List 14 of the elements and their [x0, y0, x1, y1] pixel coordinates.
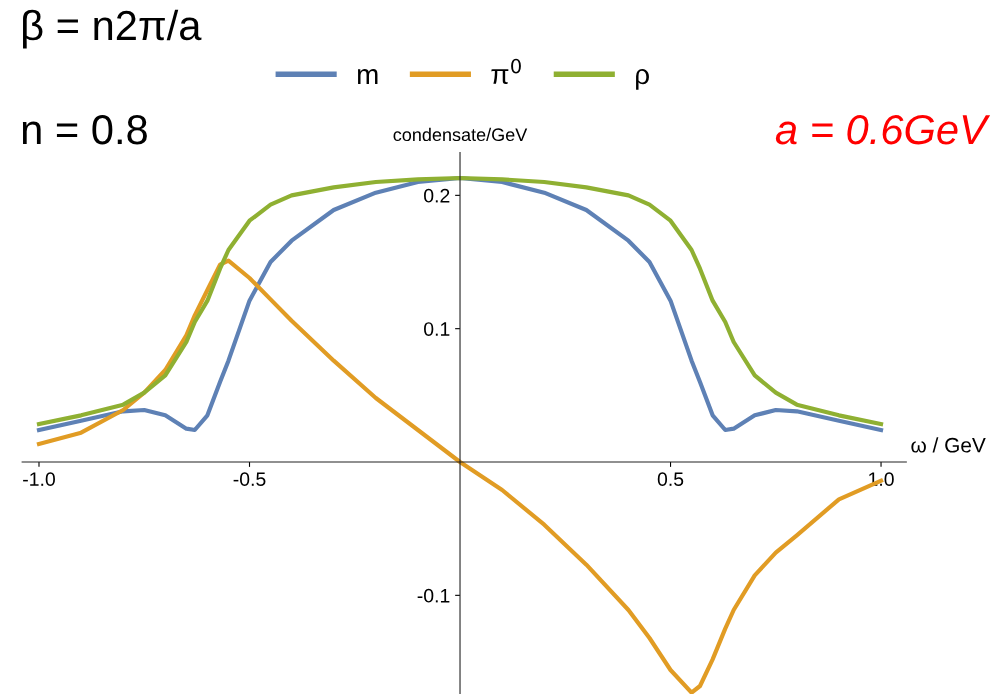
- x-axis-title: ω / GeV: [911, 437, 986, 453]
- text: a = 0.6GeV: [775, 114, 991, 145]
- legend-label: π$^{0}$: [491, 58, 521, 85]
- y-tick-label: -0.1: [417, 588, 450, 603]
- text: β = n2π/a: [23, 9, 202, 49]
- y-tick-label: 0.2: [424, 188, 450, 203]
- legend-label: ρ: [636, 69, 649, 90]
- x-tick-label: -0.5: [233, 472, 266, 487]
- legend-label: m: [357, 69, 378, 85]
- x-tick-label: -1.0: [23, 472, 55, 487]
- x-tick-label: 0.5: [657, 472, 684, 487]
- y-axis-title: condensate/GeV: [393, 127, 528, 142]
- y-tick-label: 0.1: [424, 322, 450, 336]
- text: n = 0.8: [22, 114, 147, 145]
